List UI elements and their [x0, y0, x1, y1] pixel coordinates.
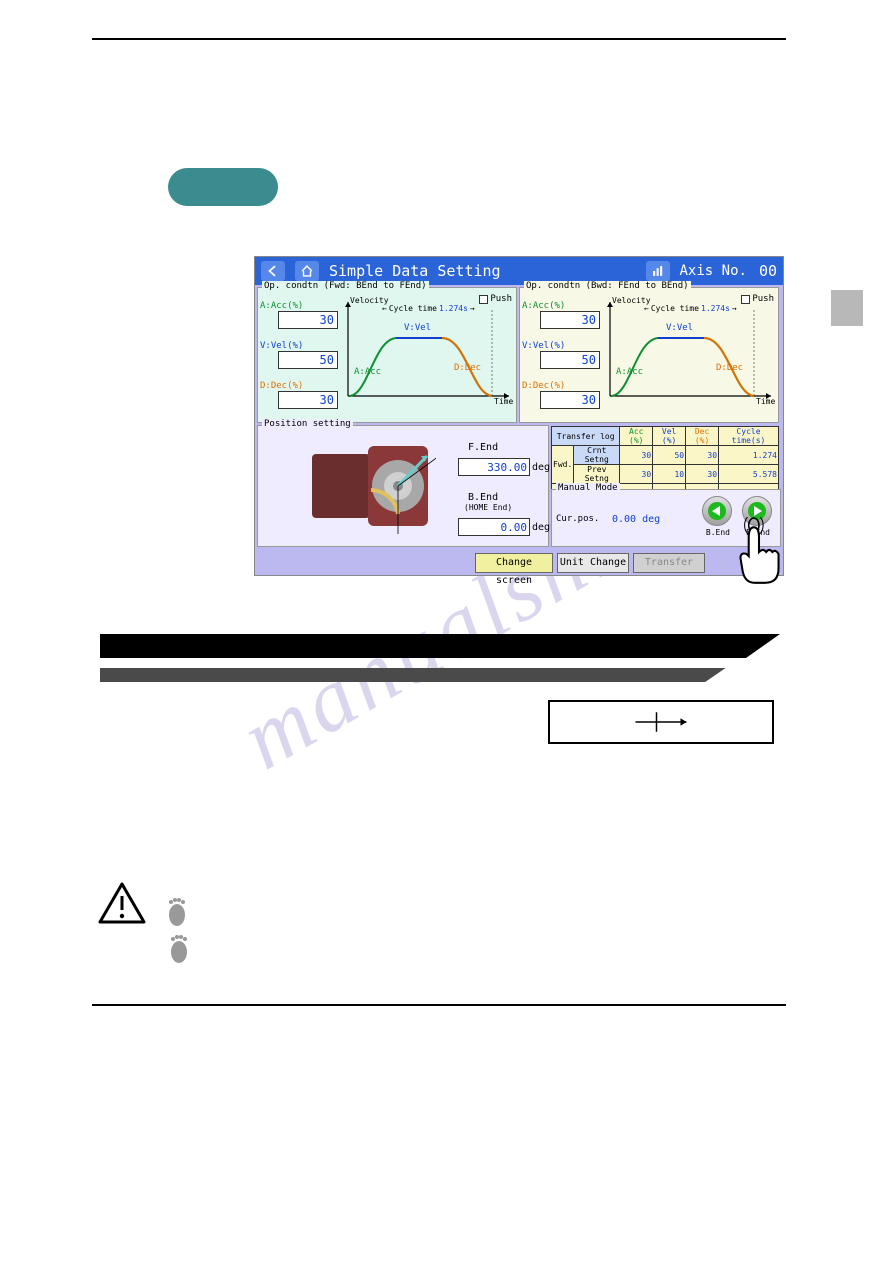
actuator-icon	[308, 438, 436, 538]
svg-text:A:Acc: A:Acc	[354, 367, 381, 377]
bwd-acc-label: A:Acc(%)	[522, 301, 604, 311]
home-icon	[300, 264, 314, 278]
fwd-panel: Op. condtn (Fwd: BEnd to FEnd) A:Acc(%) …	[257, 287, 517, 423]
svg-text:V:Vel: V:Vel	[404, 323, 431, 333]
tlog-head-ct: Cycle time(s)	[719, 427, 779, 446]
svg-text:D:Dec: D:Dec	[716, 363, 743, 373]
footprint-icon	[168, 934, 190, 964]
bend-unit: deg	[532, 522, 550, 533]
fwd-cycle-label: ←Cycle time1.274s→	[382, 304, 475, 313]
transfer-pill	[168, 168, 278, 206]
axis-label: Axis No.	[680, 263, 747, 279]
bend-label: B.End	[468, 492, 498, 503]
bottom-rule	[92, 1004, 786, 1006]
footprint-icon	[166, 897, 188, 927]
arrow-left-icon	[707, 501, 727, 521]
svg-text:A:Acc: A:Acc	[616, 367, 643, 377]
home-button[interactable]	[295, 261, 319, 281]
chart-button[interactable]	[646, 261, 670, 281]
fwd-push-checkbox[interactable]: Push	[479, 294, 512, 304]
back-icon	[266, 264, 280, 278]
manual-legend: Manual Mode	[556, 483, 620, 493]
screen-title: Simple Data Setting	[329, 262, 636, 280]
position-legend: Position setting	[262, 419, 353, 429]
bwd-dec-input[interactable]	[540, 391, 600, 409]
bwd-panel: Op. condtn (Bwd: FEnd to BEnd) A:Acc(%) …	[519, 287, 779, 423]
top-rule	[92, 38, 786, 40]
unit-change-button[interactable]: Unit Change	[557, 553, 629, 573]
bwd-vel-input[interactable]	[540, 351, 600, 369]
fend-unit: deg	[532, 462, 550, 473]
tlog-button[interactable]: Transfer log	[552, 427, 620, 446]
curpos-label: Cur.pos.	[556, 514, 599, 524]
svg-text:D:Dec: D:Dec	[454, 363, 481, 373]
change-screen-button[interactable]: Change screen	[475, 553, 553, 573]
tlog-head-dec: Dec (%)	[686, 427, 719, 446]
fwd-acc-label: A:Acc(%)	[260, 301, 342, 311]
bwd-vel-label: V:Vel(%)	[522, 341, 604, 351]
svg-text:V:Vel: V:Vel	[666, 323, 693, 333]
svg-text:Time: Time	[756, 397, 775, 404]
transfer-button[interactable]: Transfer	[633, 553, 705, 573]
svg-text:Time: Time	[494, 397, 513, 404]
fend-input[interactable]	[458, 458, 530, 476]
bend-input[interactable]	[458, 518, 530, 536]
exit-diagram-box	[548, 700, 774, 744]
fwd-vel-input[interactable]	[278, 351, 338, 369]
bwd-legend: Op. condtn (Bwd: FEnd to BEnd)	[524, 281, 691, 291]
tlog-head-acc: Acc (%)	[620, 427, 653, 446]
bwd-cycle-label: ←Cycle time1.274s→	[644, 304, 737, 313]
bwd-acc-input[interactable]	[540, 311, 600, 329]
device-screen: Simple Data Setting Axis No. 00 Op. cond…	[254, 256, 784, 576]
section-divider	[100, 634, 780, 682]
bwd-dec-label: D:Dec(%)	[522, 381, 604, 391]
tap-hand-icon	[727, 517, 791, 589]
caution-icon	[98, 882, 146, 929]
tlog-row: Prev Setng 30 10 30 5.578	[552, 465, 779, 484]
fwd-vel-label: V:Vel(%)	[260, 341, 342, 351]
bend-sublabel: (HOME End)	[464, 503, 512, 512]
position-panel: Position setting F.End deg B.End (HOME E…	[257, 425, 549, 547]
fend-label: F.End	[468, 442, 498, 453]
fwd-dec-input[interactable]	[278, 391, 338, 409]
gray-square	[831, 290, 863, 326]
axis-number[interactable]: 00	[759, 262, 777, 280]
chart-icon	[651, 264, 665, 278]
exit-icon	[631, 707, 691, 737]
curpos-value: 0.00 deg	[612, 514, 660, 525]
tlog-head-vel: Vel (%)	[653, 427, 686, 446]
back-button[interactable]	[261, 261, 285, 281]
tlog-row: Fwd. Crnt Setng 30 50 30 1.274	[552, 446, 779, 465]
fwd-dec-label: D:Dec(%)	[260, 381, 342, 391]
fwd-legend: Op. condtn (Fwd: BEnd to FEnd)	[262, 281, 429, 291]
fwd-acc-input[interactable]	[278, 311, 338, 329]
bwd-push-checkbox[interactable]: Push	[741, 294, 774, 304]
transfer-log-area: Transfer log Acc (%) Vel (%) Dec (%) Cyc…	[551, 425, 781, 487]
